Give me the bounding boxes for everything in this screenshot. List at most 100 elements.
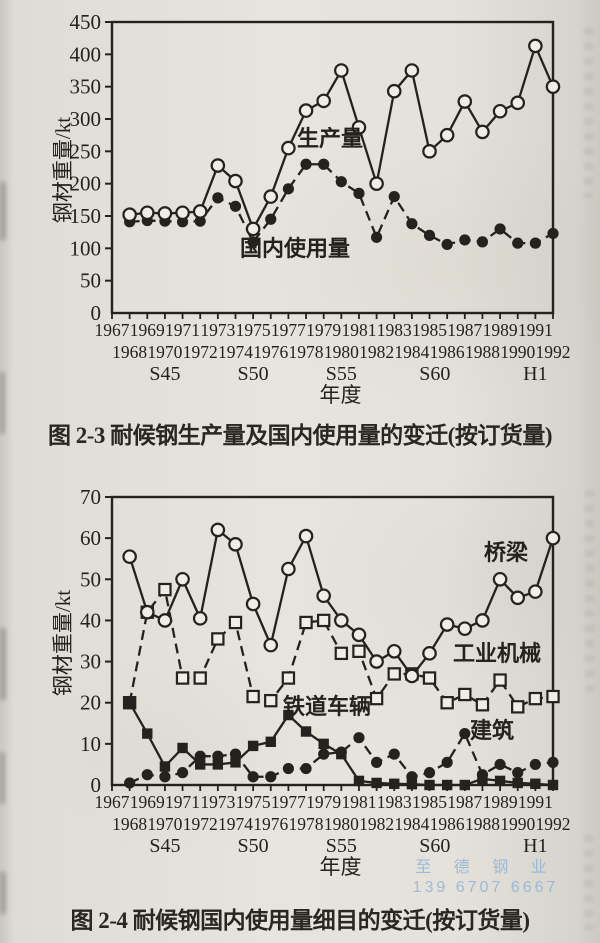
figure-2-4-caption: 图 2-4 耐候钢国内使用量细目的变迁(按订货量) <box>70 908 530 933</box>
marker-circle-open <box>439 617 455 632</box>
x-tick-label: 1989 <box>483 792 518 812</box>
marker-square-filled <box>406 778 418 790</box>
marker-circle-open <box>157 206 173 221</box>
y-tick-label: 50 <box>80 269 101 293</box>
marker-square-filled <box>389 778 400 789</box>
marker-circle-filled <box>159 771 171 783</box>
series-label-railway_vehicles: 铁道车辆 <box>283 694 371 719</box>
marker-circle-open <box>369 654 384 669</box>
marker-circle-open <box>192 611 208 626</box>
chart-domestic-usage-breakdown: 0102030405060701967196819691970197119721… <box>51 485 571 879</box>
marker-circle-open <box>475 124 490 140</box>
marker-square-filled <box>177 742 188 754</box>
marker-circle-open <box>210 522 226 538</box>
marker-circle-filled <box>512 767 524 779</box>
marker-circle-open <box>369 176 384 191</box>
marker-circle-open <box>528 584 543 599</box>
series-label-industrial_machinery: 工业机械 <box>453 641 541 666</box>
y-tick-label: 400 <box>70 42 102 66</box>
marker-square-open <box>475 698 490 712</box>
marker-circle-filled <box>512 237 524 249</box>
era-label-S55: S55 <box>326 363 357 385</box>
y-tick-label: 10 <box>80 732 101 756</box>
marker-square-filled <box>212 759 224 770</box>
marker-circle-open <box>351 627 367 643</box>
marker-square-filled <box>318 738 329 750</box>
marker-circle-filled <box>194 215 206 227</box>
marker-circle-open <box>510 590 526 606</box>
marker-square-filled <box>371 777 382 789</box>
x-tick-label: 1987 <box>447 320 482 340</box>
marker-square-filled <box>494 775 506 787</box>
x-axis-title: 年度 <box>320 855 362 879</box>
marker-circle-filled <box>441 756 453 768</box>
marker-circle-open <box>139 604 155 620</box>
marker-square-open <box>158 582 172 597</box>
x-tick-label: 1973 <box>200 792 235 812</box>
y-tick-label: 300 <box>70 107 102 131</box>
marker-circle-open <box>139 205 155 221</box>
marker-circle-filled <box>353 187 365 199</box>
x-tick-labels: 1967196819691970197119721973197419751976… <box>95 792 571 857</box>
x-tick-label: 1977 <box>271 320 306 340</box>
marker-circle-open <box>351 120 367 135</box>
y-tick-label: 60 <box>80 526 101 550</box>
x-tick-label: 1986 <box>430 814 465 834</box>
marker-square-filled <box>459 779 470 791</box>
y-tick-labels: 0 50 100 150 200 250 300 350 400 450 <box>70 10 102 325</box>
marker-circle-filled <box>229 200 242 212</box>
y-tick-label: 350 <box>70 75 102 99</box>
marker-square-open <box>316 613 331 628</box>
x-tick-label: 1978 <box>289 814 324 834</box>
marker-circle-open <box>175 571 190 587</box>
marker-square-filled <box>159 761 171 772</box>
era-label-S45: S45 <box>149 363 180 385</box>
x-tick-label: 1971 <box>165 792 200 812</box>
marker-circle-open <box>404 63 420 78</box>
marker-square-open <box>211 632 225 646</box>
y-tick-label: 30 <box>80 650 101 674</box>
x-tick-label: 1984 <box>394 342 429 362</box>
y-tick-label: 450 <box>70 10 102 34</box>
marker-circle-open <box>316 93 331 109</box>
x-tick-label: 1972 <box>183 814 218 834</box>
marker-circle-filled <box>529 237 541 249</box>
x-tick-label: 1985 <box>412 792 447 812</box>
marker-square-open <box>387 667 401 681</box>
x-tick-label: 1977 <box>271 792 306 812</box>
era-label-S60: S60 <box>419 835 450 857</box>
x-tick-labels: 1967196819691970197119721973197419751976… <box>95 320 571 385</box>
x-tick-label: 1971 <box>165 320 200 340</box>
watermark: 至 德 钢 业 139 6707 6667 <box>388 858 583 898</box>
series-label-building: 建筑 <box>470 718 514 743</box>
marker-circle-filled <box>282 762 294 775</box>
x-tick-label: 1984 <box>394 814 429 834</box>
marker-square-filled <box>547 779 559 791</box>
watermark-company: 至 德 钢 业 <box>415 859 556 876</box>
marker-square-open <box>246 689 260 704</box>
x-tick-label: 1990 <box>500 814 535 834</box>
marker-circle-filled <box>247 236 259 248</box>
marker-circle-open <box>228 537 243 552</box>
series-label-bridge: 桥梁 <box>484 540 528 565</box>
x-tick-label: 1988 <box>465 342 500 362</box>
marker-circle-open <box>404 668 420 684</box>
marker-square-filled <box>441 779 453 791</box>
y-tick-label: 250 <box>70 139 102 163</box>
x-tick-label: 1981 <box>341 792 376 812</box>
marker-circle-filled <box>441 238 453 251</box>
marker-square-open <box>264 693 278 708</box>
series-bridge: 桥梁 <box>122 522 561 684</box>
marker-square-filled <box>353 775 365 787</box>
x-tick-label: 1975 <box>236 792 271 812</box>
marker-square-open <box>299 615 313 630</box>
x-tick-label: 1982 <box>359 814 394 834</box>
marker-circle-filled <box>459 234 471 246</box>
x-tick-label: 1974 <box>218 814 253 834</box>
marker-square-filled <box>265 736 276 747</box>
marker-square-open <box>334 646 349 661</box>
x-tick-label: 1968 <box>112 814 147 834</box>
marker-circle-filled <box>212 750 224 762</box>
marker-square-open <box>228 615 243 630</box>
marker-circle-open <box>439 127 455 143</box>
